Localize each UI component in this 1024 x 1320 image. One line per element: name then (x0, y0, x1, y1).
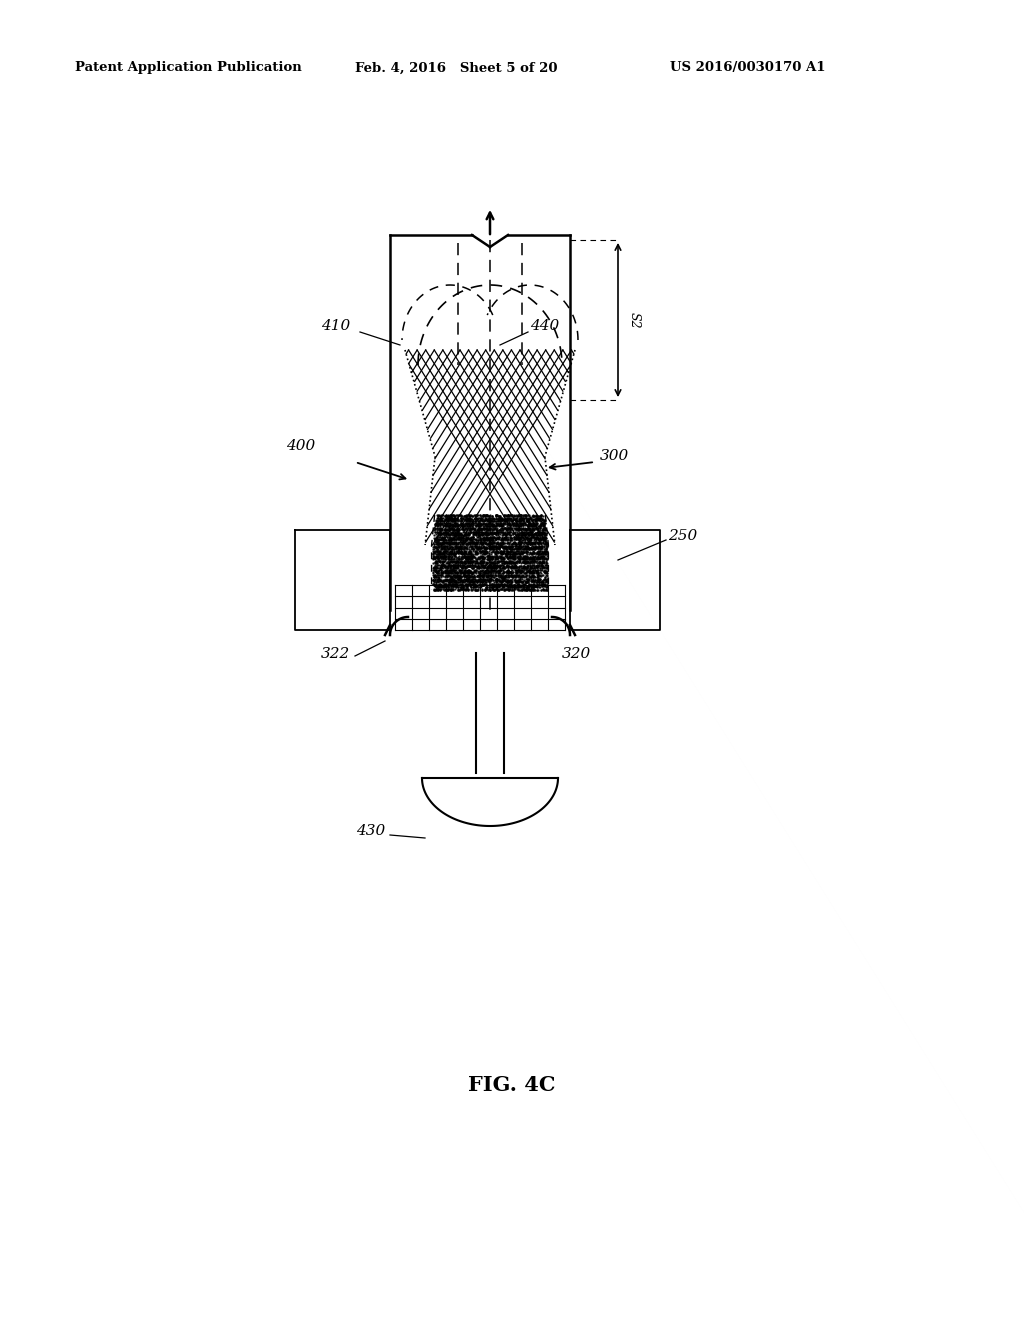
Text: 300: 300 (600, 449, 630, 463)
Text: 320: 320 (562, 647, 591, 661)
Text: Feb. 4, 2016   Sheet 5 of 20: Feb. 4, 2016 Sheet 5 of 20 (355, 62, 557, 74)
Text: 430: 430 (355, 824, 385, 838)
Text: S2: S2 (628, 312, 640, 329)
Text: 440: 440 (530, 319, 559, 333)
Text: FIG. 4C: FIG. 4C (468, 1074, 556, 1096)
Text: 400: 400 (286, 440, 315, 453)
Text: Patent Application Publication: Patent Application Publication (75, 62, 302, 74)
Text: US 2016/0030170 A1: US 2016/0030170 A1 (670, 62, 825, 74)
Text: 250: 250 (668, 529, 697, 543)
Text: 410: 410 (321, 319, 350, 333)
Text: 322: 322 (321, 647, 350, 661)
